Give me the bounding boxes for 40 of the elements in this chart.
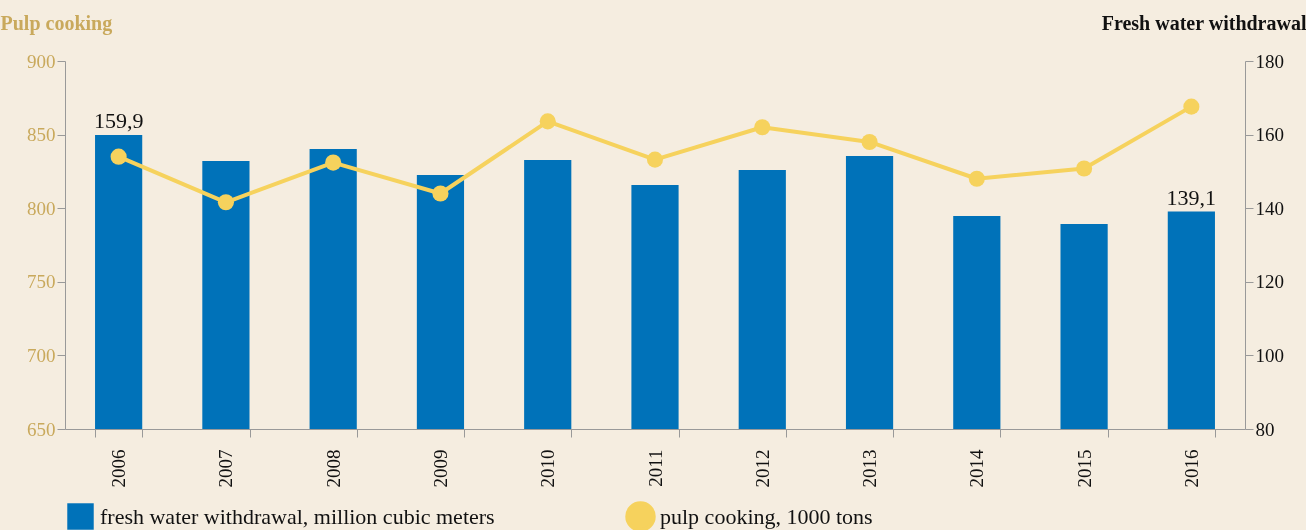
x-tick-label: 2015 — [1073, 449, 1095, 488]
x-tick-label: 2013 — [859, 449, 881, 488]
x-tick-label: 2006 — [108, 449, 130, 488]
x-tick-label: 2010 — [537, 449, 559, 488]
y-axis-title: Pulp cooking — [0, 11, 113, 35]
point — [110, 148, 127, 165]
legend-label: fresh water withdrawal, million cubic meters — [100, 503, 495, 529]
x-tick-label: 2016 — [1180, 449, 1202, 488]
x-tick-label: 2008 — [322, 449, 344, 488]
point — [968, 170, 985, 187]
y-tick-label: 850 — [27, 124, 56, 146]
y2-tick-label: 80 — [1255, 418, 1275, 440]
point — [646, 151, 664, 168]
point — [1183, 98, 1200, 115]
data-label: 139,1 — [1166, 184, 1217, 210]
y2-tick-label: 140 — [1255, 197, 1284, 219]
y-tick-label: 800 — [27, 197, 56, 219]
x-tick-label: 2012 — [751, 449, 773, 488]
y-tick-label: 700 — [27, 344, 56, 366]
point — [325, 154, 342, 171]
y2-tick-label: 120 — [1255, 271, 1284, 293]
y-tick-label: 900 — [27, 50, 56, 72]
y-tick-label: 750 — [27, 271, 56, 293]
x-tick-label: 2009 — [429, 449, 451, 488]
y2-tick-label: 180 — [1255, 50, 1284, 72]
data-label: 159,9 — [93, 107, 144, 133]
y2-tick-label: 100 — [1255, 344, 1284, 366]
x-tick-label: 2014 — [966, 449, 988, 488]
point — [861, 133, 878, 151]
legend-label: pulp cooking, 1000 tons — [660, 503, 873, 529]
y2-tick-label: 160 — [1255, 124, 1284, 146]
point — [432, 185, 449, 202]
point — [217, 194, 234, 211]
x-tick-label: 2011 — [644, 449, 666, 487]
x-tick-label: 2007 — [215, 449, 237, 488]
point — [1076, 160, 1093, 177]
y-tick-label: 650 — [27, 418, 56, 440]
point — [539, 113, 556, 130]
point — [754, 119, 771, 136]
y2-axis-title: Fresh water withdrawal — [1101, 11, 1306, 34]
